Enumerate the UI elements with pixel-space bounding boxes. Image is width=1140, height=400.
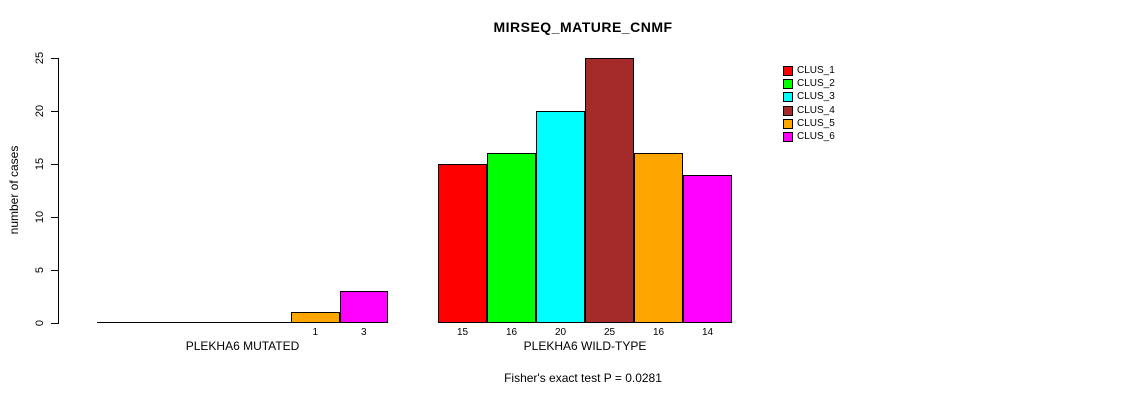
y-axis-tick — [51, 323, 58, 324]
legend-item-clus_4: CLUS_4 — [783, 104, 835, 117]
legend-swatch-clus_6 — [783, 132, 793, 143]
bar-value-label: 25 — [603, 327, 616, 338]
bar-value-label: 14 — [701, 327, 714, 338]
legend: CLUS_1 CLUS_2 CLUS_3 CLUS_4 CLUS_5 CLUS_6 — [783, 64, 835, 144]
bar-plekha6-wild-type-clus_2 — [487, 153, 536, 323]
bar-value-label: 1 — [312, 327, 319, 338]
legend-swatch-clus_2 — [783, 78, 793, 89]
legend-label: CLUS_6 — [797, 131, 835, 143]
y-axis-tick-label: 5 — [34, 266, 46, 274]
legend-item-clus_1: CLUS_1 — [783, 64, 835, 77]
chart-title: MIRSEQ_MATURE_CNMF — [493, 19, 673, 35]
bar-plekha6-wild-type-clus_6 — [683, 175, 732, 323]
y-axis-tick-label: 25 — [34, 51, 46, 65]
legend-label: CLUS_1 — [797, 64, 835, 76]
y-axis-tick — [51, 58, 58, 59]
bar-plekha6-wild-type-clus_4 — [585, 58, 634, 323]
bar-plekha6-mutated-clus_6 — [339, 291, 388, 323]
legend-swatch-clus_4 — [783, 105, 793, 116]
y-axis-tick — [51, 217, 58, 218]
bar-plekha6-wild-type-clus_5 — [634, 153, 683, 323]
legend-label: CLUS_3 — [797, 91, 835, 103]
bar-value-label: 3 — [360, 327, 367, 338]
fisher-test-annotation: Fisher's exact test P = 0.0281 — [504, 371, 662, 385]
y-axis-tick — [51, 270, 58, 271]
legend-item-clus_2: CLUS_2 — [783, 77, 835, 90]
y-axis-tick — [51, 111, 58, 112]
legend-item-clus_5: CLUS_5 — [783, 117, 835, 130]
bar-value-label: 15 — [456, 327, 469, 338]
legend-label: CLUS_5 — [797, 117, 835, 129]
legend-item-clus_3: CLUS_3 — [783, 91, 835, 104]
legend-item-clus_6: CLUS_6 — [783, 130, 835, 143]
y-axis-tick-label: 0 — [34, 319, 46, 327]
zero-baseline-plekha6-mutated — [97, 322, 388, 323]
legend-swatch-clus_5 — [783, 118, 793, 129]
y-axis-label: number of cases — [7, 145, 21, 235]
legend-swatch-clus_1 — [783, 65, 793, 76]
y-axis — [58, 58, 59, 324]
bar-value-label: 16 — [505, 327, 518, 338]
group-label-plekha6-wild-type: PLEKHA6 WILD-TYPE — [523, 339, 647, 353]
y-axis-tick — [51, 164, 58, 165]
y-axis-tick-label: 20 — [34, 104, 46, 118]
legend-swatch-clus_3 — [783, 92, 793, 103]
y-axis-tick-label: 10 — [34, 210, 46, 224]
bar-plekha6-wild-type-clus_1 — [438, 164, 487, 323]
bar-value-label: 20 — [554, 327, 567, 338]
legend-label: CLUS_4 — [797, 104, 835, 116]
bar-value-label: 16 — [652, 327, 665, 338]
bar-plekha6-mutated-clus_5 — [291, 312, 340, 323]
group-label-plekha6-mutated: PLEKHA6 MUTATED — [185, 339, 300, 353]
bar-plekha6-wild-type-clus_3 — [536, 111, 585, 323]
legend-label: CLUS_2 — [797, 77, 835, 89]
y-axis-tick-label: 15 — [34, 157, 46, 171]
